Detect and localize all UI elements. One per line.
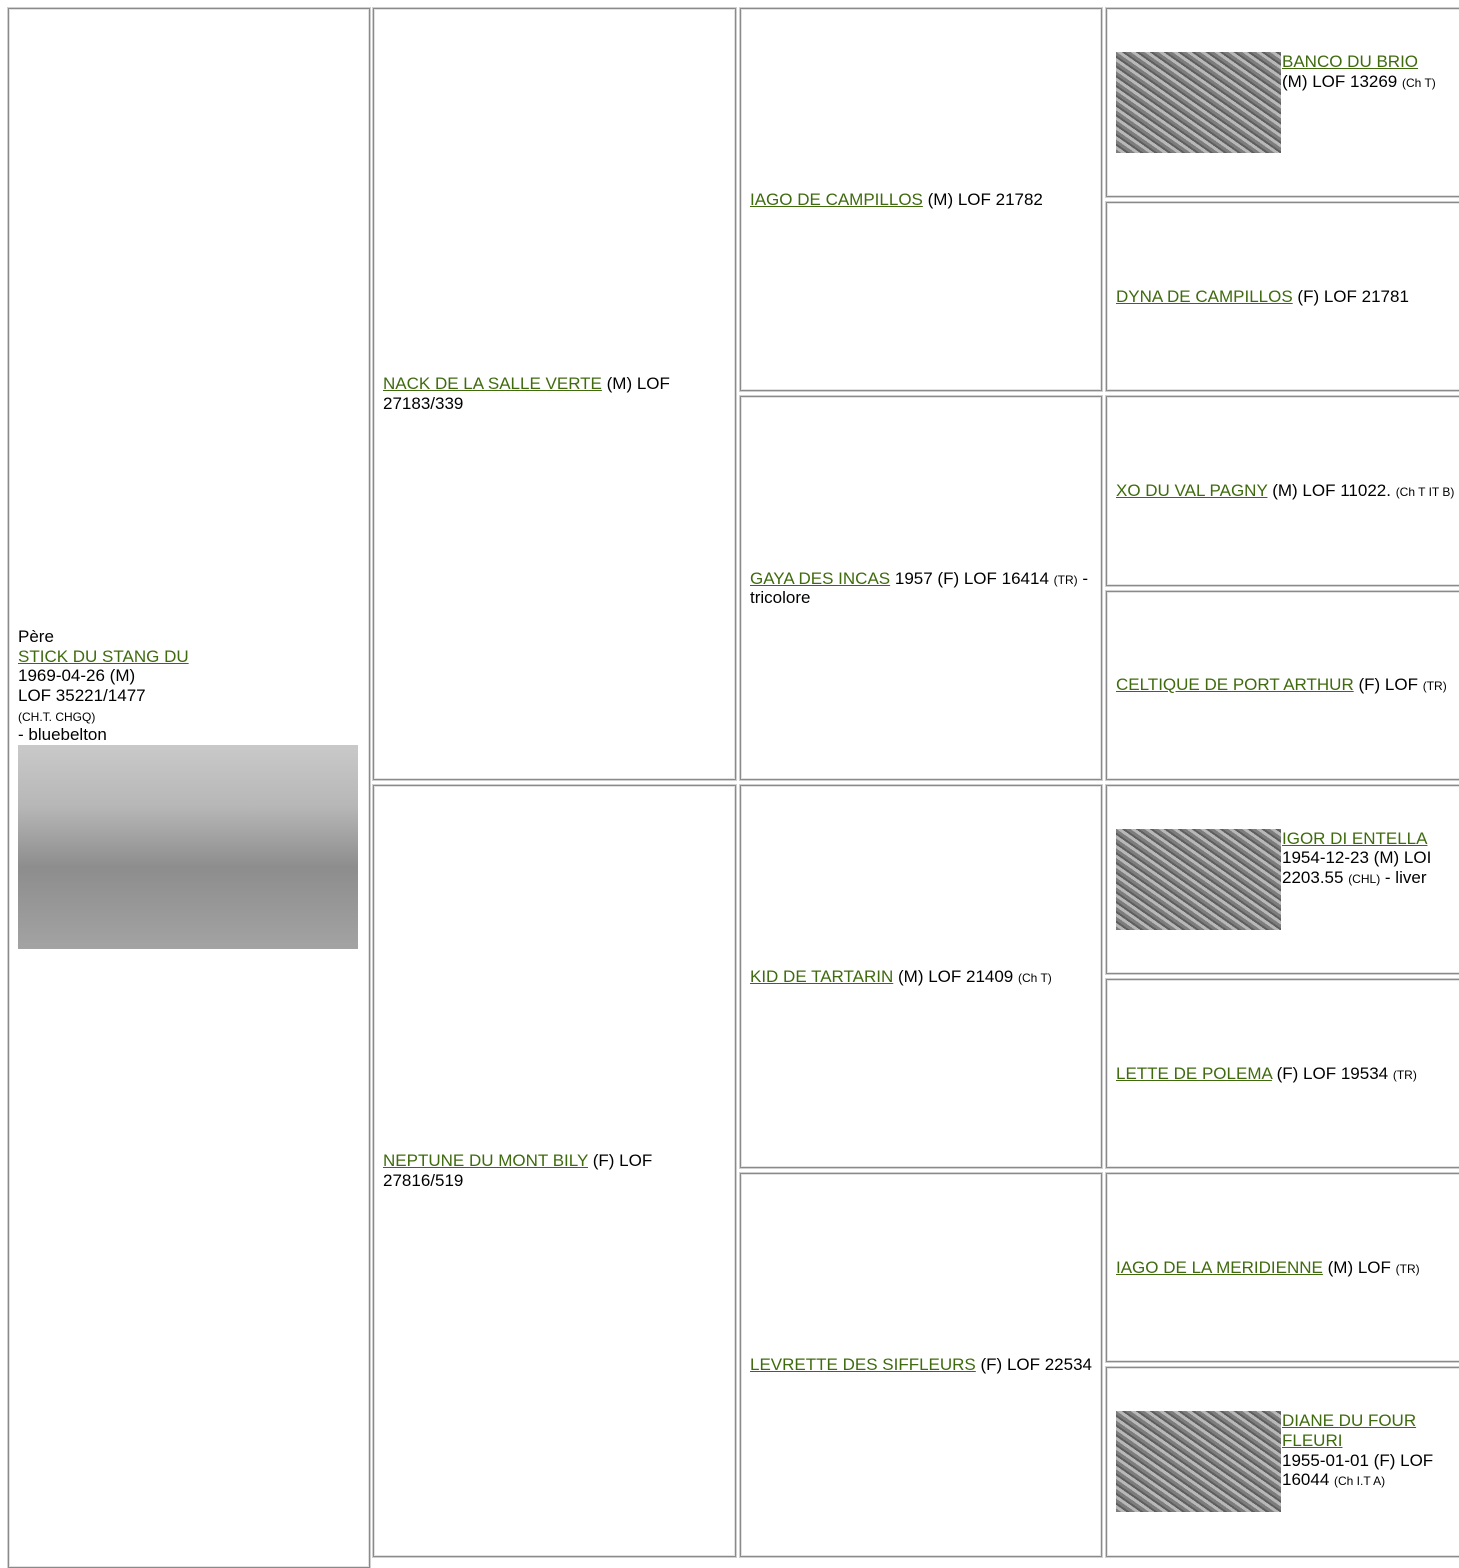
ancestor-info: 1955-01-01 (F) LOF 16044 [1282,1450,1434,1490]
ancestor-photo [1116,828,1281,930]
ancestor-content: GAYA DES INCAS 1957 (F) LOF 16414 (TR) -… [750,569,1092,608]
ancestor-cell: DYNA DE CAMPILLOS (F) LOF 21781 [1106,202,1459,392]
ancestor-link[interactable]: IAGO DE CAMPILLOS [750,189,923,209]
ancestor-info: 1957 (F) LOF 16414 [894,568,1049,588]
sire-photo [18,744,358,949]
ancestor-content: LETTE DE POLEMA (F) LOF 19534 (TR) [1116,1064,1458,1084]
ancestor-link[interactable]: KID DE TARTARIN [750,966,894,986]
ancestor-color: - liver [1384,867,1427,887]
ancestor-content: XO DU VAL PAGNY (M) LOF 11022. (Ch T IT … [1116,481,1458,501]
ancestor-info: (F) LOF 21781 [1297,287,1409,306]
ancestor-cell: KID DE TARTARIN (M) LOF 21409 (Ch T) [740,784,1102,1169]
ancestor-info: (M) LOF 13269 [1282,71,1398,91]
ancestor-titles: (TR) [1392,1067,1417,1082]
ancestor-content: CELTIQUE DE PORT ARTHUR (F) LOF (TR) [1116,675,1458,695]
ancestor-color: - tricolore [750,568,1089,608]
ancestor-cell: NEPTUNE DU MONT BILY (F) LOF 27816/519 [373,784,736,1557]
ancestor-link[interactable]: LEVRETTE DES SIFFLEURS [750,1355,976,1375]
ancestor-titles: (Ch T) [1018,970,1052,985]
ancestor-titles: (Ch T IT B) [1395,485,1455,500]
ancestor-link[interactable]: CELTIQUE DE PORT ARTHUR [1116,675,1354,695]
sire-color: - bluebelton [18,725,107,745]
ancestor-content: BANCO DU BRIO (M) LOF 13269 (Ch T) [1116,52,1458,154]
sire-link[interactable]: STICK DU STANG DU [18,646,189,666]
ancestor-content: DYNA DE CAMPILLOS (F) LOF 21781 [1116,287,1458,307]
ancestor-content: NACK DE LA SALLE VERTE (M) LOF 27183/339 [383,374,726,413]
ancestor-content: IGOR DI ENTELLA 1954-12-23 (M) LOI 2203.5… [1116,828,1458,930]
ancestor-content: NEPTUNE DU MONT BILY (F) LOF 27816/519 [383,1151,726,1190]
sire-born: 1969-04-26 (M) [18,666,136,686]
ancestor-info: 1954-12-23 (M) LOI 2203.55 [1282,848,1432,887]
ancestor-titles: (CHL) [1348,871,1381,886]
ancestor-info: (F) LOF [1358,675,1418,695]
ancestor-info: (M) LOF 21409 [898,966,1014,986]
ancestor-content: KID DE TARTARIN (M) LOF 21409 (Ch T) [750,967,1092,987]
ancestor-info: (F) LOF 27816/519 [383,1151,653,1190]
ancestor-link[interactable]: DIANE DU FOUR FLEURI [1282,1411,1417,1451]
ancestor-titles: (TR) [1395,1262,1420,1276]
ancestor-link[interactable]: BANCO DU BRIO [1282,52,1419,72]
ancestor-cell: IAGO DE CAMPILLOS (M) LOF 21782 [740,8,1102,392]
ancestor-titles: (TR) [1422,679,1447,694]
ancestor-link[interactable]: NACK DE LA SALLE VERTE [383,374,602,394]
ancestor-cell: CELTIQUE DE PORT ARTHUR (F) LOF (TR) [1106,590,1459,780]
sire-registry: LOF 35221/1477 [18,686,146,705]
ancestor-cell: BANCO DU BRIO (M) LOF 13269 (Ch T) [1106,8,1459,198]
sire-content: Père STICK DU STANG DU 1969-04-26 (M) LO… [18,627,360,949]
ancestor-cell: LETTE DE POLEMA (F) LOF 19534 (TR) [1106,979,1459,1169]
ancestor-link[interactable]: DYNA DE CAMPILLOS [1116,287,1293,306]
sire-cell: Père STICK DU STANG DU 1969-04-26 (M) LO… [8,8,370,1568]
ancestor-cell: LEVRETTE DES SIFFLEURS (F) LOF 22534 [740,1173,1102,1557]
ancestor-cell: GAYA DES INCAS 1957 (F) LOF 16414 (TR) -… [740,396,1102,780]
ancestor-info: (F) LOF 19534 [1276,1063,1389,1083]
sire-label: Père [18,627,54,647]
ancestor-link[interactable]: NEPTUNE DU MONT BILY [383,1151,588,1171]
ancestor-content: IAGO DE LA MERIDIENNE (M) LOF (TR) [1116,1258,1458,1278]
ancestor-titles: (Ch I.T A) [1334,1474,1386,1489]
ancestor-link[interactable]: GAYA DES INCAS [750,568,891,588]
ancestor-info: (M) LOF 21782 [927,189,1043,209]
ancestor-content: IAGO DE CAMPILLOS (M) LOF 21782 [750,190,1092,210]
ancestor-cell: IAGO DE LA MERIDIENNE (M) LOF (TR) [1106,1173,1459,1363]
ancestor-info: (F) LOF 22534 [980,1355,1093,1375]
ancestor-content: LEVRETTE DES SIFFLEURS (F) LOF 22534 [750,1355,1092,1375]
ancestor-cell: IGOR DI ENTELLA 1954-12-23 (M) LOI 2203.5… [1106,784,1459,974]
ancestor-link[interactable]: XO DU VAL PAGNY [1116,481,1268,501]
sire-titles: (CH.T. CHGQ) [18,709,96,724]
ancestor-link[interactable]: IAGO DE LA MERIDIENNE [1116,1258,1323,1277]
ancestor-cell: NACK DE LA SALLE VERTE (M) LOF 27183/339 [373,8,736,780]
ancestor-titles: (TR) [1053,572,1078,587]
ancestor-cell: DIANE DU FOUR FLEURI 1955-01-01 (F) LOF 1… [1106,1367,1459,1557]
ancestor-titles: (Ch T) [1402,75,1436,90]
ancestor-info: (M) LOF 27183/339 [383,374,670,413]
ancestor-photo [1116,52,1281,154]
ancestor-link[interactable]: IGOR DI ENTELLA [1282,828,1428,848]
ancestor-cell: XO DU VAL PAGNY (M) LOF 11022. (Ch T IT … [1106,396,1459,586]
ancestor-link[interactable]: LETTE DE POLEMA [1116,1063,1272,1083]
ancestor-info: (M) LOF 11022. [1272,481,1391,501]
ancestor-content: DIANE DU FOUR FLEURI 1955-01-01 (F) LOF 1… [1116,1411,1458,1513]
ancestor-photo [1116,1411,1281,1513]
ancestor-info: (M) LOF [1327,1258,1391,1277]
